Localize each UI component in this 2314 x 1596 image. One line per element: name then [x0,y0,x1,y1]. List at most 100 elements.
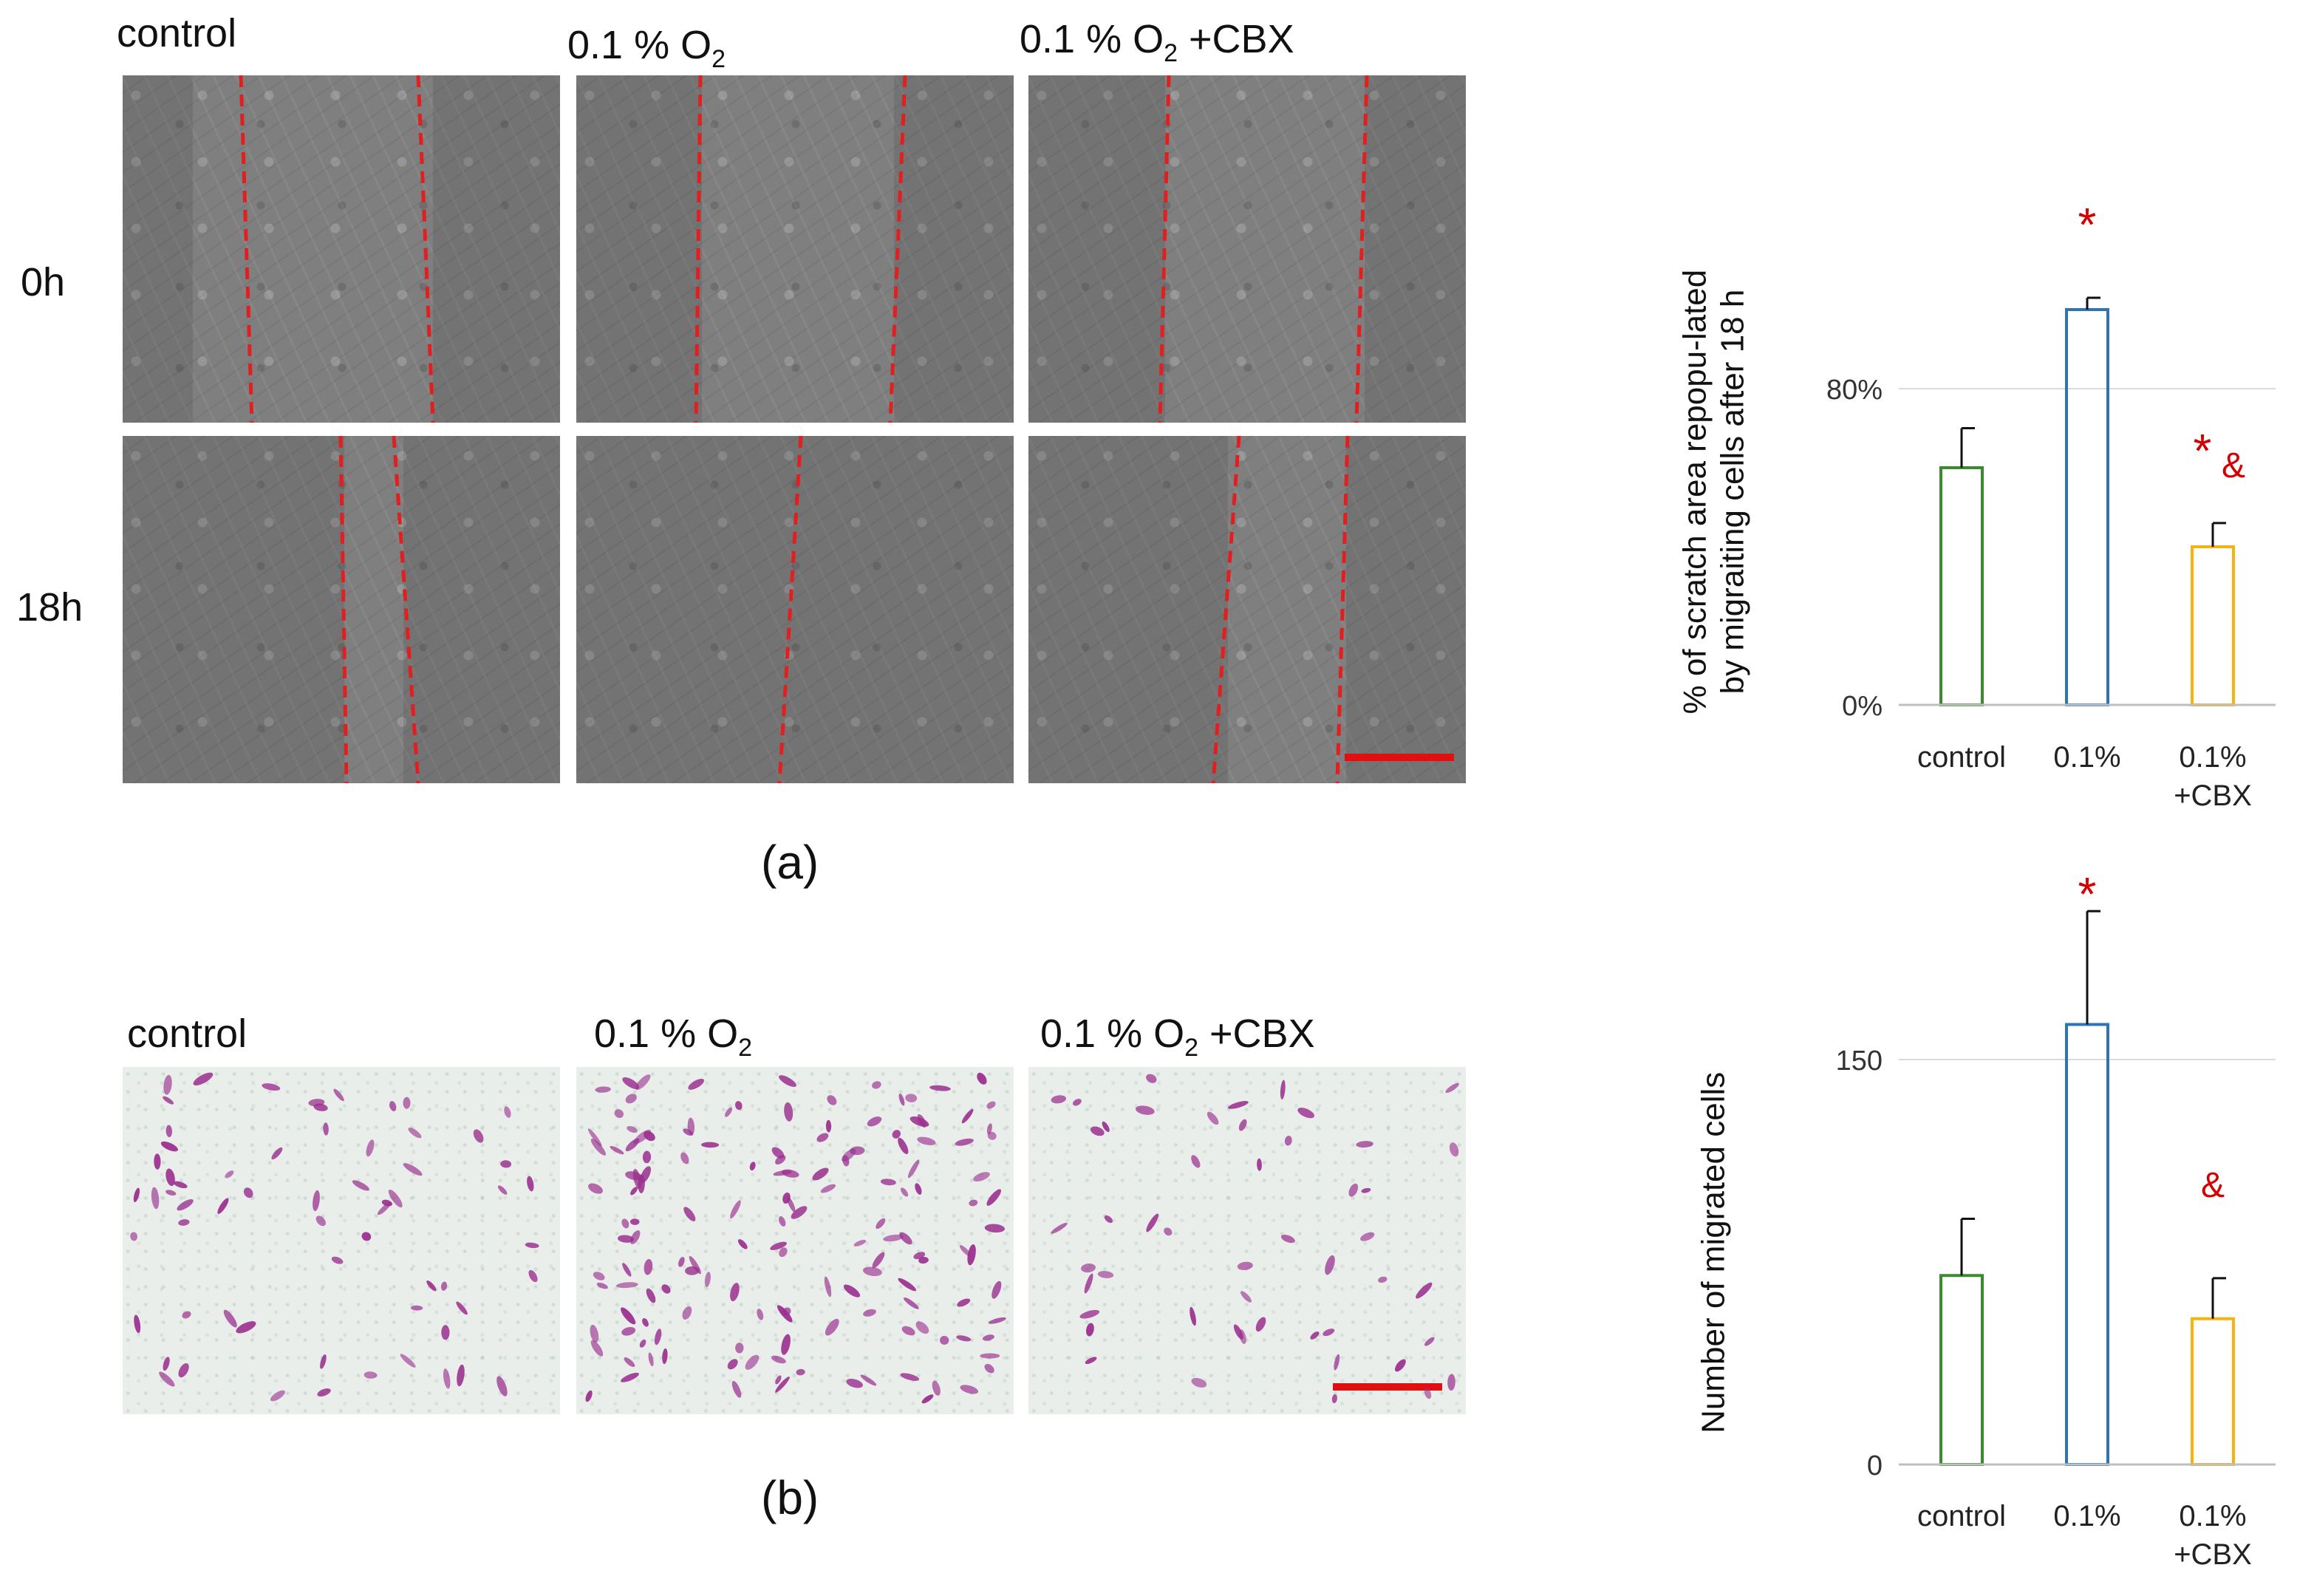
stained-cell [782,1307,791,1316]
stained-cell [1280,1080,1286,1100]
stained-cell [662,1348,668,1365]
stained-cell [381,1199,393,1207]
stained-cell [616,1282,638,1289]
scratch-image-hypoxia-18h [576,436,1014,783]
stained-cell [1356,1141,1373,1148]
stained-cell [892,1130,901,1139]
stained-cell [824,1276,832,1297]
stained-cell [1135,1105,1155,1115]
stained-cell [333,1088,344,1102]
stained-cell [827,1095,837,1105]
stained-cell [320,1354,327,1369]
stained-cell [969,1199,978,1207]
stained-cell [731,1380,742,1398]
stained-cell [456,1301,468,1315]
transwell-image-hypoxia [576,1067,1014,1414]
stained-cell [730,1283,740,1302]
stained-cell [984,1363,994,1374]
stained-cell [961,1108,974,1124]
x-tick-label: +CBX [2174,1538,2252,1571]
stained-cell [1255,1317,1266,1332]
stained-cell [163,1357,170,1371]
stained-cell [872,1081,881,1089]
stained-cell [779,1247,788,1258]
stained-cell [1331,1394,1337,1404]
scale-bar [1345,754,1454,761]
stained-cell [779,1216,786,1227]
stained-cell [621,1372,639,1382]
stained-cell [727,1359,738,1370]
stained-cell [986,1101,996,1109]
significance-marker: & [2201,1166,2225,1205]
stained-cell [627,1125,638,1133]
stained-cell [915,1321,929,1334]
stained-cell [1227,1101,1249,1109]
stained-cell [178,1219,190,1226]
bar [2191,545,2235,706]
panel-a-header-control: control [117,11,237,55]
stained-cell [1164,1227,1173,1236]
stained-cell [846,1379,863,1388]
stained-cell [745,1354,760,1370]
x-tick-label: 0.1% [2179,741,2246,774]
stained-cell [642,1150,652,1164]
stained-cell [787,1196,796,1213]
stained-cell [901,1187,909,1197]
stained-cell [1445,1082,1459,1094]
stained-cell [687,1117,695,1136]
stained-cell [913,1252,926,1260]
stained-cell [661,1284,671,1294]
scratch-image-hypoxia-cbx-0h [1028,75,1466,423]
stained-cell [504,1106,511,1118]
stained-cell [867,1116,882,1127]
stained-cell [617,1235,635,1243]
stained-cell [1051,1222,1068,1234]
x-tick-label: control [1917,1500,2006,1532]
stained-cell [323,1122,329,1136]
stained-cell [403,1097,411,1109]
stained-cell [771,1355,786,1364]
stained-cell [973,1172,990,1182]
stained-cell [1191,1155,1201,1168]
bar [2191,1317,2235,1466]
stained-cell [223,1309,237,1328]
stained-cell [992,1280,1002,1299]
stained-cell [863,1309,876,1317]
stained-cell [929,1085,951,1091]
stained-cell [781,1169,799,1178]
stained-cell [622,1077,640,1090]
stained-cell [364,1371,378,1379]
stained-cell [500,1160,512,1168]
chart-b-ylabel: Number of migrated cells [1695,1071,1732,1433]
stained-cell [331,1256,344,1264]
stained-cell [980,1353,1000,1359]
stained-cell [725,1107,733,1117]
panel-b-header-control: control [127,1012,248,1056]
stained-cell [1233,1324,1243,1340]
stained-cell [1334,1354,1340,1371]
stained-cell [313,1190,320,1212]
stained-cell [403,1163,423,1176]
stained-cell [791,1206,808,1219]
stained-cell [1280,1235,1295,1244]
stained-cell [182,1311,191,1319]
stained-cell [898,1278,917,1292]
significance-marker: * [2194,424,2212,477]
stained-cell [1447,1374,1455,1391]
stained-cell [590,1340,604,1357]
stained-cell [883,1234,904,1242]
y-tick-label: 80% [1826,375,1883,406]
stained-cell [940,1335,949,1345]
significance-marker: & [2222,446,2245,485]
stained-cell [757,1309,764,1320]
panel-a-header-hypoxia: 0.1 % O2 [567,23,726,73]
stained-cell [901,1326,915,1336]
stained-cell [1085,1357,1097,1364]
stained-cell [621,1218,629,1229]
stained-cell [1395,1359,1406,1372]
transwell-image-hypoxia-cbx [1028,1067,1466,1414]
stained-cell [366,1139,375,1157]
stained-cell [1104,1215,1113,1224]
stained-cell [654,1329,662,1346]
stained-cell [629,1218,640,1225]
